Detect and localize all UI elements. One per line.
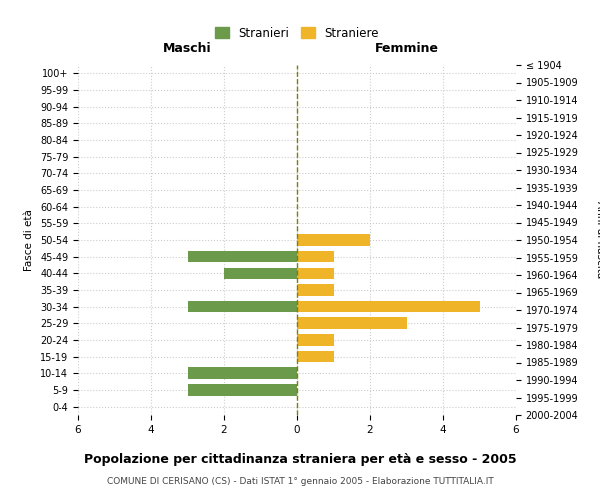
Bar [187, 384, 297, 396]
Text: Maschi: Maschi [163, 42, 212, 54]
Bar [297, 301, 479, 312]
Bar [224, 268, 297, 279]
Text: COMUNE DI CERISANO (CS) - Dati ISTAT 1° gennaio 2005 - Elaborazione TUTTITALIA.I: COMUNE DI CERISANO (CS) - Dati ISTAT 1° … [107, 478, 493, 486]
Text: Femmine: Femmine [374, 42, 439, 54]
Bar [297, 251, 334, 262]
Text: Popolazione per cittadinanza straniera per età e sesso - 2005: Popolazione per cittadinanza straniera p… [83, 452, 517, 466]
Bar [297, 318, 407, 329]
Bar [297, 284, 334, 296]
Bar [187, 251, 297, 262]
Y-axis label: Anni di nascita: Anni di nascita [595, 202, 600, 278]
Y-axis label: Fasce di età: Fasce di età [25, 209, 34, 271]
Bar [297, 268, 334, 279]
Bar [297, 351, 334, 362]
Legend: Stranieri, Straniere: Stranieri, Straniere [210, 22, 384, 44]
Bar [297, 334, 334, 346]
Bar [297, 234, 370, 246]
Bar [187, 368, 297, 379]
Bar [187, 301, 297, 312]
